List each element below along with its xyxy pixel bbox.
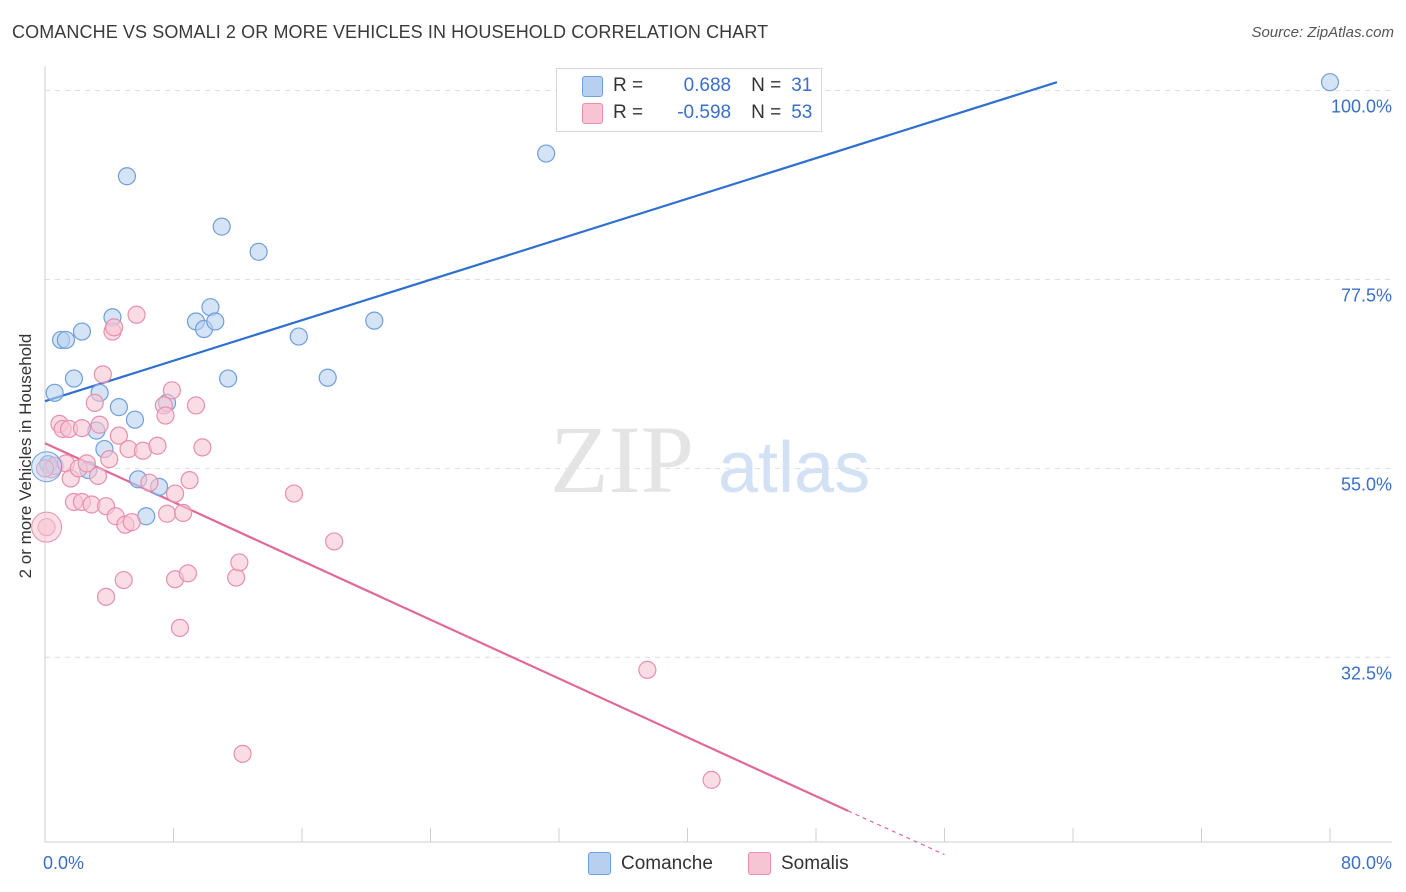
trend-lines xyxy=(44,81,1058,856)
somalis-point xyxy=(114,570,133,590)
somalis-legend-swatch xyxy=(748,852,771,875)
comanche-point xyxy=(117,167,137,186)
y-tick-label: 55.0% xyxy=(1341,474,1392,494)
comanche-n-value: 31 xyxy=(791,75,813,96)
n-label: N = xyxy=(751,75,782,96)
somalis-point xyxy=(230,553,249,572)
comanche-point xyxy=(249,242,268,261)
y-axis-label: 2 or more Vehicles in Household xyxy=(16,333,35,579)
somalis-point xyxy=(93,365,112,384)
comanche-point xyxy=(206,312,225,331)
somalis-point xyxy=(104,318,124,337)
somalis-point xyxy=(35,459,55,478)
data-points xyxy=(31,73,1340,789)
comanche-point xyxy=(219,369,238,388)
y-tick-label: 77.5% xyxy=(1341,285,1392,305)
somalis-trend-line xyxy=(44,442,849,812)
comanche-point xyxy=(537,144,556,163)
watermark-zip: ZIP xyxy=(550,406,694,513)
correlation-legend: R = 0.688 N = 31 R = -0.598 N = 53 xyxy=(556,68,822,132)
somalis-point xyxy=(170,618,190,638)
legend-row-somalis: R = -0.598 N = 53 xyxy=(582,100,813,126)
source-credit: Source: ZipAtlas.com xyxy=(1251,24,1394,41)
somalis-point xyxy=(140,473,159,492)
somalis-point xyxy=(638,660,657,679)
y-tick-label: 100.0% xyxy=(1331,97,1392,117)
somalis-point xyxy=(178,564,198,583)
y-tick-label: 32.5% xyxy=(1341,663,1392,683)
comanche-point xyxy=(1320,73,1340,92)
comanche-r-value: 0.688 xyxy=(683,75,732,96)
comanche-point xyxy=(318,368,337,387)
somalis-point xyxy=(109,426,128,445)
somalis-point xyxy=(180,471,199,490)
comanche-legend-swatch xyxy=(588,852,611,875)
comanche-point xyxy=(64,369,84,388)
somalis-legend-label: Somalis xyxy=(781,852,849,874)
r-label: R = xyxy=(613,102,644,123)
axes xyxy=(44,66,1392,843)
somalis-point xyxy=(702,770,721,789)
somalis-point xyxy=(227,568,246,587)
somalis-point xyxy=(162,381,181,400)
somalis-point xyxy=(325,532,344,551)
somalis-point xyxy=(72,418,92,438)
somalis-point xyxy=(166,484,185,503)
somalis-point xyxy=(284,484,304,503)
somalis-point xyxy=(148,436,167,455)
comanche-point xyxy=(212,217,231,236)
somalis-point xyxy=(90,415,109,434)
x-tick-label-min: 0.0% xyxy=(43,853,84,873)
comanche-swatch xyxy=(582,76,603,97)
comanche-point xyxy=(72,322,92,341)
x-tick-label-max: 80.0% xyxy=(1341,853,1392,873)
somalis-point xyxy=(186,396,206,415)
bottom-legend-somalis: Somalis xyxy=(748,852,849,875)
grid-lines xyxy=(45,90,1392,658)
comanche-point xyxy=(45,383,64,402)
comanche-point xyxy=(365,311,384,330)
somalis-point xyxy=(122,513,141,532)
comanche-point xyxy=(289,327,308,346)
watermark-atlas: atlas xyxy=(718,428,870,508)
comanche-legend-label: Comanche xyxy=(621,852,713,874)
somalis-point xyxy=(77,454,96,473)
somalis-swatch xyxy=(582,103,603,124)
somalis-point xyxy=(157,504,177,523)
comanche-point-large xyxy=(31,451,63,483)
comanche-point xyxy=(125,410,145,429)
somalis-point xyxy=(233,744,252,763)
somalis-point xyxy=(85,393,104,413)
r-label: R = xyxy=(613,75,644,96)
somalis-trend-extension xyxy=(847,810,945,856)
somalis-point xyxy=(88,466,108,486)
comanche-trend-line xyxy=(44,81,1058,403)
n-label: N = xyxy=(751,102,782,123)
somalis-point xyxy=(193,438,212,457)
comanche-point xyxy=(109,398,128,417)
watermark: ZIP atlas xyxy=(550,406,870,513)
somalis-r-value: -0.598 xyxy=(677,102,732,123)
somalis-point xyxy=(127,305,146,324)
tick-labels: 32.5% 55.0% 77.5% 100.0% 0.0% 80.0% xyxy=(43,97,1392,873)
somalis-point xyxy=(100,450,119,469)
chart-title: COMANCHE VS SOMALI 2 OR MORE VEHICLES IN… xyxy=(12,22,769,42)
somalis-point xyxy=(174,503,193,522)
bottom-legend-comanche: Comanche xyxy=(588,852,713,875)
somalis-point xyxy=(156,406,175,425)
comanche-point xyxy=(56,330,75,350)
somalis-n-value: 53 xyxy=(791,102,813,123)
somalis-point-large xyxy=(31,511,63,543)
legend-row-comanche: R = 0.688 N = 31 xyxy=(582,73,813,99)
somalis-point xyxy=(96,587,116,606)
